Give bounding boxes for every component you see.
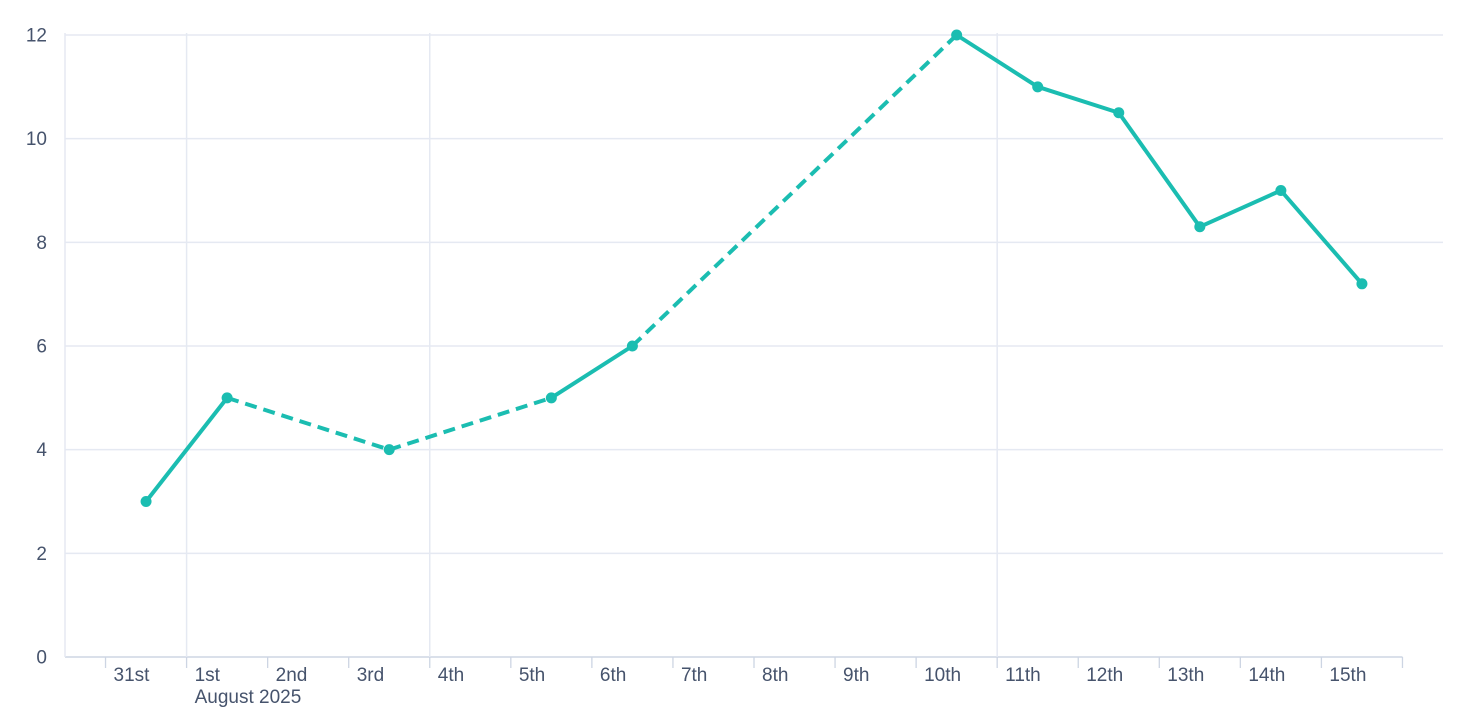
x-axis-label: 9th [843,665,869,686]
series-segment-solid [549,344,635,400]
data-point-marker[interactable] [221,392,233,404]
y-axis-label: 0 [36,648,47,669]
series-segment-dashed [226,395,390,452]
data-point-marker[interactable] [1275,185,1287,196]
y-axis-label: 2 [36,544,47,565]
data-point-marker[interactable] [1194,221,1206,233]
data-point-marker[interactable] [545,392,557,404]
series-segment-solid [144,395,230,504]
x-axis-label: 10th [924,665,961,686]
x-axis-label: 8th [762,665,788,686]
y-axis-label: 12 [26,26,47,47]
series-segment-solid [1278,188,1364,286]
series-segment-dashed [631,33,959,348]
data-point-marker[interactable] [626,340,638,352]
data-point-marker[interactable] [1032,81,1044,93]
x-axis-label: 12th [1086,665,1123,686]
x-axis-label: 31st [114,665,151,686]
x-axis-label: 14th [1248,665,1285,686]
x-axis-label: 11th [1005,665,1041,686]
x-axis-label: 2nd [276,665,308,686]
series-segment-solid [1035,84,1121,115]
y-axis-label: 6 [36,337,47,358]
y-axis-label: 10 [26,129,47,150]
x-axis-label: 15th [1329,665,1366,686]
x-axis-label: 1st [195,665,221,686]
data-point-marker[interactable] [1113,107,1125,119]
x-axis-label: 5th [519,665,545,686]
x-axis-month-label: August 2025 [195,687,302,708]
x-axis-label: 6th [600,665,626,686]
data-point-marker[interactable] [383,444,395,456]
x-axis-label: 3rd [357,665,384,686]
x-axis-label: 7th [681,665,707,686]
y-axis-label: 8 [36,233,47,254]
data-point-marker[interactable] [1356,278,1368,290]
x-axis-label: 13th [1167,665,1204,686]
series-segment-solid [954,33,1040,89]
x-axis-label: 4th [438,665,464,686]
y-axis-label: 4 [36,440,47,461]
series-segment-solid [1197,188,1283,229]
data-point-marker[interactable] [951,29,963,41]
series-segment-dashed [388,395,552,452]
data-point-marker[interactable] [140,496,152,507]
series-segment-solid [1116,110,1202,229]
